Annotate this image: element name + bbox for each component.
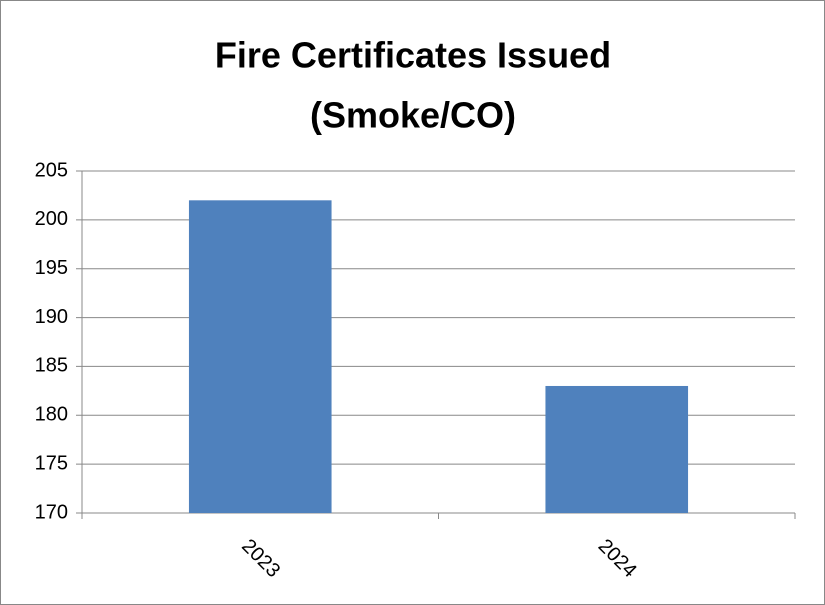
y-tick-label: 175 — [35, 452, 68, 474]
bar — [545, 385, 689, 513]
y-tick-label: 195 — [35, 257, 68, 279]
y-tick-label: 185 — [35, 355, 68, 377]
chart-title: (Smoke/CO) — [310, 95, 516, 136]
bar — [188, 200, 332, 514]
y-tick-label: 190 — [35, 306, 68, 328]
y-tick-label: 200 — [35, 208, 68, 230]
y-tick-label: 170 — [35, 501, 68, 523]
chart-title: Fire Certificates Issued — [215, 35, 611, 76]
y-tick-label: 180 — [35, 404, 68, 426]
y-tick-label: 205 — [35, 159, 68, 181]
